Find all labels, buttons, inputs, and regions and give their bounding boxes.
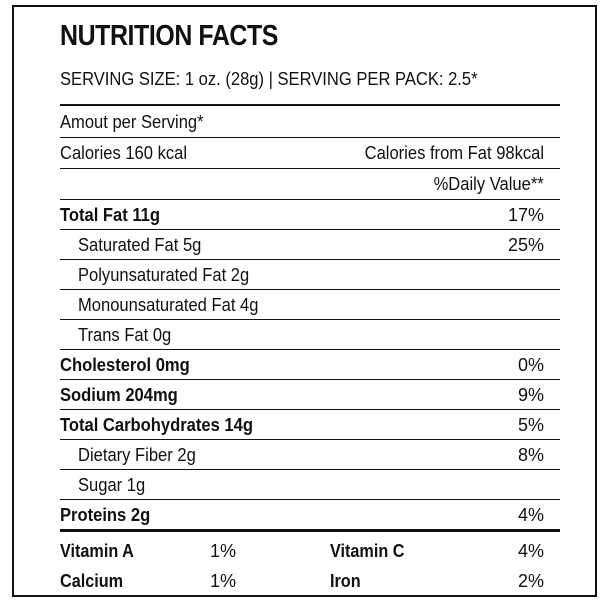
nutrient-daily-value: 17% bbox=[507, 205, 544, 225]
divider bbox=[60, 259, 560, 260]
nutrient-daily-value: 4% bbox=[517, 505, 544, 525]
nutrient-daily-value: 0% bbox=[517, 355, 544, 375]
divider bbox=[60, 469, 560, 470]
label-title: NUTRITION FACTS bbox=[60, 20, 279, 52]
calories: Calories 160 kcal bbox=[60, 143, 188, 163]
thick-divider bbox=[60, 529, 560, 532]
divider bbox=[60, 349, 560, 350]
nutrition-label: NUTRITION FACTS SERVING SIZE: 1 oz. (28g… bbox=[12, 5, 597, 597]
nutrient-label: Polyunsaturated Fat 2g bbox=[78, 265, 250, 285]
nutrient-row: Monounsaturated Fat 4g bbox=[60, 290, 560, 320]
serving-info: SERVING SIZE: 1 oz. (28g) | SERVING PER … bbox=[60, 69, 478, 89]
divider bbox=[60, 499, 560, 500]
nutrient-row: Saturated Fat 5g 25% bbox=[60, 230, 560, 260]
nutrient-label: Trans Fat 0g bbox=[78, 325, 172, 345]
nutrient-label: Saturated Fat 5g bbox=[78, 235, 202, 255]
nutrient-label: Sugar 1g bbox=[78, 475, 146, 495]
iron-name: Iron bbox=[330, 571, 361, 591]
divider bbox=[60, 199, 560, 200]
daily-value-header: %Daily Value** bbox=[433, 174, 544, 194]
amount-per-serving: Amout per Serving* bbox=[60, 112, 204, 132]
calories-from-fat: Calories from Fat 98kcal bbox=[364, 143, 544, 163]
nutrient-daily-value: 8% bbox=[517, 445, 544, 465]
divider bbox=[60, 439, 560, 440]
nutrient-row: Polyunsaturated Fat 2g bbox=[60, 260, 560, 290]
nutrient-row: Sugar 1g bbox=[60, 470, 560, 500]
nutrient-row: Proteins 2g 4% bbox=[60, 500, 560, 530]
divider bbox=[60, 104, 560, 106]
divider bbox=[60, 137, 560, 138]
nutrient-row: Sodium 204mg 9% bbox=[60, 380, 560, 410]
nutrient-row: Total Fat 11g 17% bbox=[60, 200, 560, 230]
nutrient-row: Total Carbohydrates 14g 5% bbox=[60, 410, 560, 440]
nutrient-label: Monounsaturated Fat 4g bbox=[78, 295, 259, 315]
nutrient-label: Proteins 2g bbox=[60, 505, 151, 525]
calcium-name: Calcium bbox=[60, 571, 124, 591]
nutrient-label: Total Fat 11g bbox=[60, 205, 160, 225]
vitamin-a-name: Vitamin A bbox=[60, 541, 134, 561]
nutrient-row: Cholesterol 0mg 0% bbox=[60, 350, 560, 380]
divider bbox=[60, 409, 560, 410]
divider bbox=[60, 289, 560, 290]
nutrient-label: Sodium 204mg bbox=[60, 385, 178, 405]
nutrient-label: Dietary Fiber 2g bbox=[78, 445, 196, 465]
calcium-value: 1% bbox=[210, 571, 237, 591]
amount-per-serving-row: Amout per Serving* bbox=[60, 107, 560, 137]
iron-value: 2% bbox=[517, 571, 544, 591]
nutrient-row: Trans Fat 0g bbox=[60, 320, 560, 350]
nutrient-daily-value: 25% bbox=[507, 235, 544, 255]
nutrient-daily-value: 9% bbox=[517, 385, 544, 405]
nutrient-label: Cholesterol 0mg bbox=[60, 355, 190, 375]
vitamin-c-value: 4% bbox=[517, 541, 544, 561]
divider bbox=[60, 319, 560, 320]
vitamin-c-name: Vitamin C bbox=[330, 541, 405, 561]
nutrient-daily-value: 5% bbox=[517, 415, 544, 435]
divider bbox=[60, 379, 560, 380]
nutrient-label: Total Carbohydrates 14g bbox=[60, 415, 253, 435]
calories-row: Calories 160 kcal Calories from Fat 98kc… bbox=[60, 138, 560, 168]
daily-value-header-row: %Daily Value** bbox=[60, 169, 560, 199]
vitamin-a-value: 1% bbox=[210, 541, 237, 561]
divider bbox=[60, 168, 560, 169]
divider bbox=[60, 229, 560, 230]
nutrient-row: Dietary Fiber 2g 8% bbox=[60, 440, 560, 470]
